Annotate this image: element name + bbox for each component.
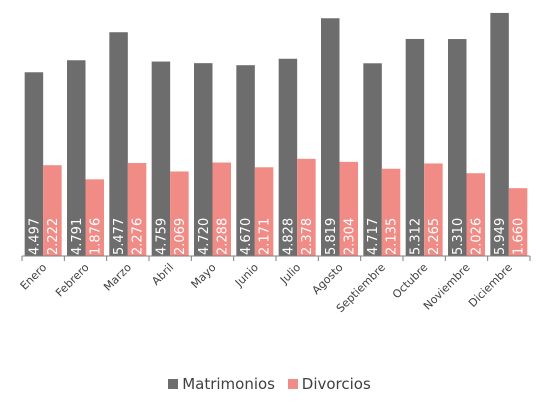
data-label-divorcios-junio: 2.171 <box>258 218 273 255</box>
data-label-matrimonios-junio: 4.670 <box>239 218 254 255</box>
bar-matrimonios-octubre <box>405 38 425 256</box>
bar-matrimonios-septiembre <box>363 63 382 256</box>
bar-divorcios-abril <box>170 171 189 256</box>
bar-divorcios-junio <box>254 167 274 256</box>
data-label-matrimonios-abril: 4.759 <box>154 218 169 255</box>
x-tick-label-julio: Julio <box>277 261 303 287</box>
x-tick-label-febrero: Febrero <box>53 261 92 300</box>
data-label-matrimonios-diciembre: 5.949 <box>493 218 508 255</box>
bar-divorcios-marzo <box>127 163 147 256</box>
bar-divorcios-mayo <box>212 162 231 256</box>
data-label-divorcios-octubre: 2.265 <box>427 218 442 255</box>
x-tick-label-agosto: Agosto <box>310 261 346 297</box>
legend-label-divorcios: Divorcios <box>301 375 371 393</box>
bar-matrimonios-mayo <box>194 63 213 256</box>
legend-item-matrimonios: Matrimonios <box>168 375 275 393</box>
bar-divorcios-septiembre <box>381 168 401 256</box>
bar-divorcios-agosto <box>339 161 358 256</box>
bar-divorcios-enero <box>43 165 62 256</box>
bar-matrimonios-noviembre <box>448 39 467 256</box>
bar-matrimonios-febrero <box>67 60 86 257</box>
x-tick-label-marzo: Marzo <box>101 261 134 294</box>
bar-matrimonios-junio <box>236 65 255 256</box>
x-tick-label-octubre: Octubre <box>390 261 430 301</box>
legend: Matrimonios Divorcios <box>0 375 539 393</box>
x-tick-label-noviembre: Noviembre <box>421 261 473 313</box>
data-label-divorcios-diciembre: 1.660 <box>512 218 527 255</box>
bar-divorcios-julio <box>297 158 316 256</box>
data-label-matrimonios-noviembre: 5.310 <box>451 218 466 255</box>
data-label-divorcios-noviembre: 2.026 <box>469 218 484 255</box>
data-label-matrimonios-febrero: 4.791 <box>70 218 85 255</box>
data-label-divorcios-febrero: 1.876 <box>88 218 103 255</box>
bar-divorcios-octubre <box>424 163 443 256</box>
x-tick-label-junio: Junio <box>232 261 261 290</box>
data-label-matrimonios-marzo: 5.477 <box>112 218 127 255</box>
data-label-matrimonios-septiembre: 4.717 <box>366 218 381 255</box>
data-label-divorcios-septiembre: 2.135 <box>385 218 400 255</box>
bar-divorcios-diciembre <box>508 188 528 256</box>
data-label-matrimonios-enero: 4.497 <box>27 218 42 255</box>
x-tick-label-diciembre: Diciembre <box>466 261 515 310</box>
data-label-divorcios-marzo: 2.276 <box>131 218 146 255</box>
bar-matrimonios-abril <box>151 61 171 257</box>
bar-matrimonios-agosto <box>321 18 340 257</box>
bar-matrimonios-enero <box>24 72 44 256</box>
data-label-divorcios-mayo: 2.288 <box>215 218 230 255</box>
legend-label-matrimonios: Matrimonios <box>182 375 275 393</box>
data-label-divorcios-julio: 2.378 <box>300 218 315 255</box>
x-tick-label-enero: Enero <box>18 261 50 293</box>
bar-divorcios-febrero <box>85 179 104 256</box>
x-tick-label-abril: Abril <box>149 261 176 288</box>
data-label-matrimonios-agosto: 5.819 <box>324 218 339 255</box>
legend-item-divorcios: Divorcios <box>287 375 371 393</box>
data-label-matrimonios-julio: 4.828 <box>281 218 296 255</box>
bar-divorcios-noviembre <box>466 173 485 256</box>
legend-swatch-matrimonios <box>168 379 179 389</box>
x-tick-label-mayo: Mayo <box>189 261 219 291</box>
bar-matrimonios-julio <box>278 58 298 256</box>
bar-matrimonios-marzo <box>109 32 128 256</box>
data-label-divorcios-enero: 2.222 <box>46 218 61 255</box>
bar-matrimonios-diciembre <box>490 12 509 256</box>
data-label-divorcios-agosto: 2.304 <box>342 218 357 255</box>
legend-swatch-divorcios <box>287 379 298 389</box>
data-label-matrimonios-octubre: 5.312 <box>408 218 423 255</box>
data-label-divorcios-abril: 2.069 <box>173 218 188 255</box>
data-label-matrimonios-mayo: 4.720 <box>197 218 212 255</box>
